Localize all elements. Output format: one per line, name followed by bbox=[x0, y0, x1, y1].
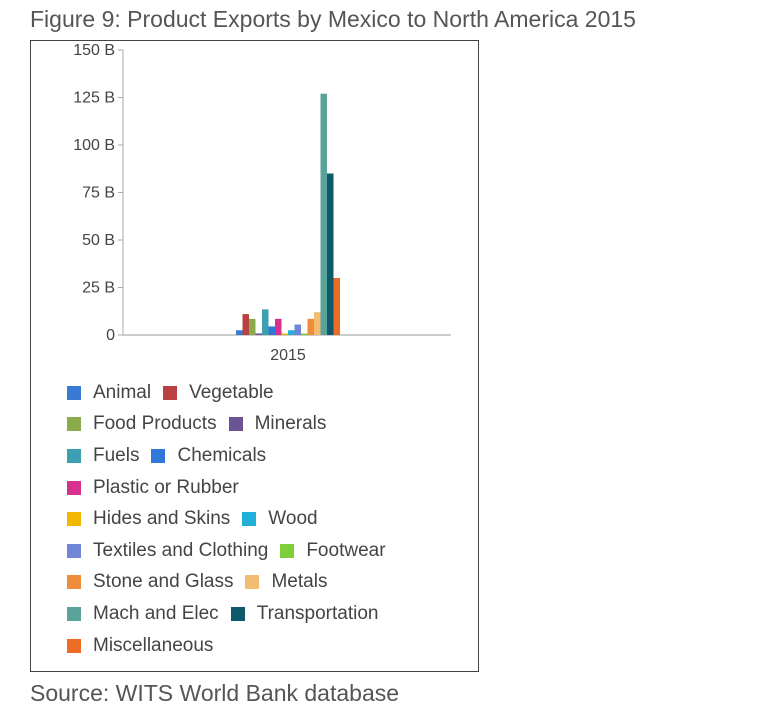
y-tick-label: 100 B bbox=[73, 137, 115, 154]
legend-swatch bbox=[67, 575, 81, 590]
legend-swatch bbox=[67, 512, 81, 527]
legend-label: Hides and Skins bbox=[93, 508, 231, 530]
legend-swatch bbox=[245, 575, 260, 590]
legend-label: Textiles and Clothing bbox=[93, 539, 269, 561]
legend-label: Transportation bbox=[256, 602, 379, 624]
legend-row: Miscellaneous bbox=[67, 630, 467, 662]
legend: Animal Vegetable Food Products Minerals Fuel… bbox=[67, 377, 467, 661]
legend-item-animal[interactable]: Animal bbox=[67, 382, 151, 404]
legend-row: Hides and Skins Wood bbox=[67, 503, 467, 535]
legend-label: Metals bbox=[271, 571, 328, 593]
bar-textiles-and-clothing[interactable] bbox=[294, 324, 302, 335]
legend-swatch bbox=[67, 385, 81, 400]
legend-item-mach-and-elec[interactable]: Mach and Elec bbox=[67, 603, 219, 625]
legend-item-metals[interactable]: Metals bbox=[245, 571, 327, 593]
legend-item-textiles-and-clothing[interactable]: Textiles and Clothing bbox=[67, 540, 268, 562]
legend-item-vegetable[interactable]: Vegetable bbox=[163, 382, 274, 404]
legend-item-wood[interactable]: Wood bbox=[242, 508, 318, 530]
legend-swatch bbox=[230, 606, 245, 621]
legend-label: Fuels bbox=[93, 444, 140, 466]
bar-mach-and-elec[interactable] bbox=[320, 93, 328, 335]
legend-swatch bbox=[163, 385, 178, 400]
legend-swatch bbox=[280, 543, 295, 558]
legend-label: Plastic or Rubber bbox=[93, 476, 239, 498]
legend-label: Food Products bbox=[93, 413, 217, 435]
bar-stone-and-glass[interactable] bbox=[307, 318, 315, 335]
bar-footwear[interactable] bbox=[301, 333, 308, 335]
legend-item-fuels[interactable]: Fuels bbox=[67, 445, 139, 467]
legend-label: Vegetable bbox=[189, 381, 274, 403]
legend-swatch bbox=[151, 448, 166, 463]
figure-title: Figure 9: Product Exports by Mexico to N… bbox=[30, 6, 636, 32]
bar-plastic-or-rubber[interactable] bbox=[275, 318, 282, 335]
bar-vegetable[interactable] bbox=[242, 314, 250, 335]
legend-item-food-products[interactable]: Food Products bbox=[67, 413, 217, 435]
bar-transportation[interactable] bbox=[327, 173, 334, 336]
legend-label: Wood bbox=[268, 508, 318, 530]
legend-label: Mach and Elec bbox=[93, 602, 219, 624]
legend-row: Fuels Chemicals bbox=[67, 440, 467, 472]
legend-swatch bbox=[67, 543, 81, 558]
legend-row: Mach and Elec Transportation bbox=[67, 598, 467, 630]
legend-item-chemicals[interactable]: Chemicals bbox=[151, 445, 266, 467]
y-tick-label: 25 B bbox=[82, 280, 115, 297]
bar-metals[interactable] bbox=[314, 312, 321, 335]
legend-item-miscellaneous[interactable]: Miscellaneous bbox=[67, 635, 213, 657]
bar-chemicals[interactable] bbox=[268, 326, 276, 335]
source-note: Source: WITS World Bank database bbox=[30, 680, 400, 706]
legend-label: Animal bbox=[93, 381, 152, 403]
bar-food-products[interactable] bbox=[249, 318, 256, 335]
legend-row: Plastic or Rubber bbox=[67, 472, 467, 504]
y-tick-label: 150 B bbox=[73, 42, 115, 59]
y-tick-label: 50 B bbox=[82, 232, 115, 249]
bar-chart: 0 25 B 50 B 75 B 100 B 125 B 150 B 2015 bbox=[73, 42, 451, 364]
legend-item-hides-and-skins[interactable]: Hides and Skins bbox=[67, 508, 230, 530]
legend-swatch bbox=[67, 606, 81, 621]
legend-label: Footwear bbox=[306, 539, 386, 561]
x-tick-label: 2015 bbox=[270, 347, 306, 364]
bar-minerals[interactable] bbox=[255, 333, 263, 335]
bar-hides-and-skins[interactable] bbox=[281, 333, 289, 335]
legend-swatch bbox=[67, 417, 81, 432]
legend-item-footwear[interactable]: Footwear bbox=[280, 539, 386, 562]
legend-swatch bbox=[242, 512, 257, 527]
legend-item-minerals[interactable]: Minerals bbox=[228, 413, 327, 435]
legend-swatch bbox=[67, 448, 81, 463]
legend-item-stone-and-glass[interactable]: Stone and Glass bbox=[67, 571, 233, 593]
legend-row: Textiles and Clothing Footwear bbox=[67, 535, 467, 567]
legend-label: Minerals bbox=[254, 413, 327, 435]
legend-label: Stone and Glass bbox=[93, 571, 234, 593]
legend-label: Miscellaneous bbox=[93, 634, 214, 656]
bar-fuels[interactable] bbox=[262, 309, 269, 335]
legend-item-plastic-or-rubber[interactable]: Plastic or Rubber bbox=[67, 477, 239, 499]
legend-label: Chemicals bbox=[177, 444, 267, 466]
legend-item-transportation[interactable]: Transportation bbox=[230, 602, 379, 625]
bar-miscellaneous[interactable] bbox=[333, 278, 341, 335]
chart-frame: 0 25 B 50 B 75 B 100 B 125 B 150 B 2015 Animal V… bbox=[30, 40, 479, 672]
bar-wood[interactable] bbox=[288, 330, 295, 335]
y-tick-label: 125 B bbox=[73, 90, 115, 107]
y-tick-label: 75 B bbox=[82, 185, 115, 202]
legend-row: Food Products Minerals bbox=[67, 409, 467, 441]
legend-swatch bbox=[67, 638, 81, 653]
bar-animal[interactable] bbox=[236, 330, 243, 335]
legend-row: Animal Vegetable bbox=[67, 377, 467, 409]
legend-swatch bbox=[67, 480, 81, 495]
y-tick-label: 0 bbox=[106, 327, 115, 344]
legend-swatch bbox=[228, 417, 243, 432]
legend-row: Stone and Glass Metals bbox=[67, 567, 467, 599]
